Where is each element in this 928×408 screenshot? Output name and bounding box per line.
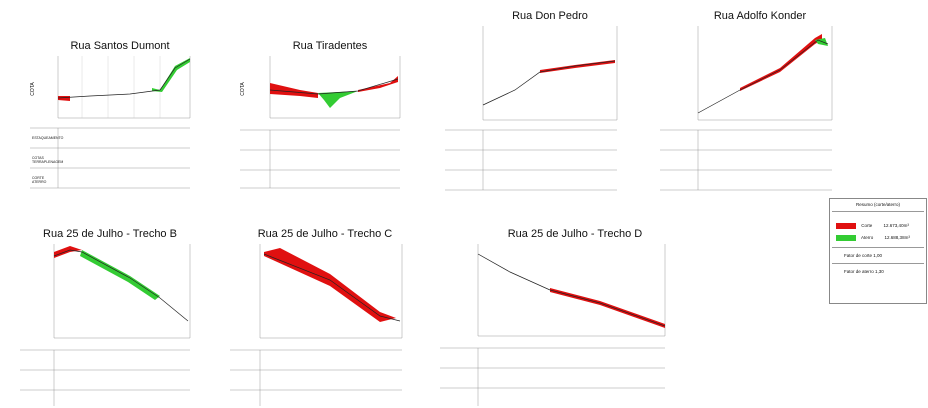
profile-panel-tiradentes: Rua Tiradentes COTA bbox=[240, 38, 410, 190]
panel-title: Rua Tiradentes bbox=[292, 40, 368, 52]
legend-fill: Aterro 12.688,38m³ bbox=[836, 235, 910, 241]
grid bbox=[57, 56, 191, 119]
profile-panel-25-julho-c: Rua 25 de Julho - Trecho C bbox=[230, 226, 420, 406]
profile-line bbox=[53, 249, 189, 322]
cut-area bbox=[54, 246, 82, 258]
panel-title: Rua 25 de Julho - Trecho D bbox=[507, 228, 643, 240]
cut-area bbox=[358, 76, 398, 92]
cut-area bbox=[740, 34, 822, 91]
profile-chart bbox=[445, 26, 618, 191]
profile-chart bbox=[240, 56, 401, 189]
cut-swatch bbox=[836, 223, 856, 229]
legend-box: Resumo (corte/aterro) Corte 12.673,40m³ … bbox=[829, 198, 927, 304]
fill-area bbox=[318, 91, 358, 108]
panel-title: Rua 25 de Julho - Trecho C bbox=[257, 228, 393, 240]
profile-chart bbox=[20, 244, 191, 406]
table-lines bbox=[30, 127, 190, 189]
profile-chart bbox=[440, 244, 666, 406]
profile-line bbox=[57, 58, 191, 99]
profile-line bbox=[482, 60, 616, 106]
cut-area bbox=[264, 248, 396, 322]
profile-panel-santos-dumont: Rua Santos Dumont COTA ESTAQUEAMENTO COT… bbox=[30, 38, 200, 190]
profile-panel-adolfo-konder: Rua Adolfo Konder bbox=[660, 10, 850, 192]
fill-area bbox=[152, 58, 190, 92]
cut-area bbox=[540, 60, 615, 73]
profile-panel-25-julho-d: Rua 25 de Julho - Trecho D bbox=[440, 226, 690, 406]
legend-title: Resumo (corte/aterro) bbox=[855, 202, 900, 207]
cut-area bbox=[550, 288, 665, 328]
axis-label: COTA bbox=[239, 82, 246, 96]
panel-title: Rua Don Pedro bbox=[512, 10, 588, 22]
legend-cut-factor: Fator de corte 1,00 bbox=[844, 253, 883, 258]
panel-title: Rua Santos Dumont bbox=[70, 40, 170, 52]
fill-area bbox=[80, 250, 160, 300]
profile-chart bbox=[30, 56, 191, 189]
profile-panel-25-julho-b: Rua 25 de Julho - Trecho B bbox=[20, 226, 210, 406]
profile-chart bbox=[660, 26, 833, 191]
panel-title: Rua Adolfo Konder bbox=[713, 10, 807, 22]
cut-area bbox=[270, 83, 318, 98]
panel-title: Rua 25 de Julho - Trecho B bbox=[43, 228, 177, 240]
row-label-stations: ESTAQUEAMENTO bbox=[32, 136, 64, 140]
profile-chart bbox=[230, 244, 403, 406]
legend-fill-factor: Fator de aterro 1,30 bbox=[844, 269, 884, 274]
legend-cut: Corte 12.673,40m³ bbox=[836, 223, 909, 229]
axis-label: COTA bbox=[29, 82, 36, 96]
profile-line bbox=[263, 253, 401, 322]
profile-line bbox=[477, 253, 666, 327]
profile-line bbox=[269, 78, 399, 95]
row-label-elevations: COTAS TERRAPLENAGEM bbox=[32, 156, 64, 164]
fill-swatch bbox=[836, 235, 856, 241]
profile-line bbox=[697, 39, 829, 114]
profile-panel-don-pedro: Rua Don Pedro bbox=[445, 10, 635, 192]
cut-area bbox=[58, 96, 70, 101]
row-label-cut-fill: CORTE ATERRO bbox=[32, 176, 47, 184]
